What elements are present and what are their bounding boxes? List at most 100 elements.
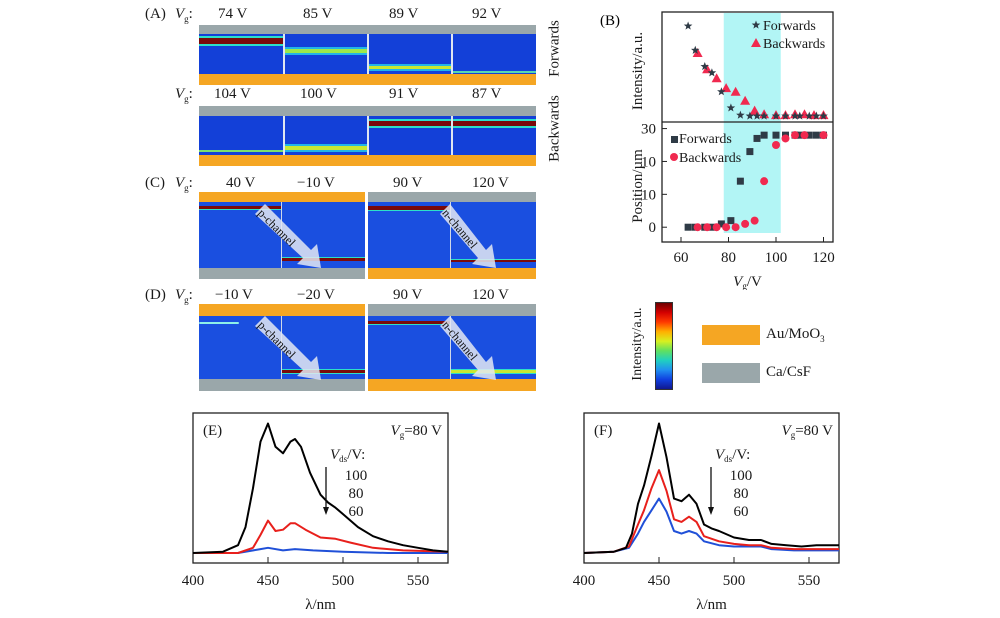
y-axis-label-position: Position/µm [630,149,646,223]
forwards-intensity-point [805,111,814,120]
forwards-intensity-point [683,21,693,30]
x-tick-label: 450 [648,573,671,589]
x-tick-label: 500 [723,573,746,589]
forwards-intensity-point [736,110,745,119]
panel-a-vg-label-forwards: Vg: [175,6,193,24]
au-moo3-swatch [702,325,760,345]
backwards-intensity-point [721,83,732,93]
au-moo3-electrode [368,268,536,279]
legend-backwards-circle-icon [670,153,678,161]
x-tick-label: 500 [332,573,355,589]
vds-value-label: 80 [349,486,364,502]
p-channel-arrow [255,316,321,380]
n-channel-image: n-channel [368,192,536,279]
panel-e-chart: 400 450 500 550 λ/nm (E) Vg=80 V Vds/V: 100 80 60 [182,412,449,613]
forwards-intensity-point [717,87,726,96]
forwards-position-point [812,131,820,139]
forwards-position-point [684,223,692,231]
panel-c-vg-label: Vg: [175,175,193,193]
vds-value-label: 60 [734,504,749,520]
backwards-position-point [703,223,712,232]
voltage-label: −10 V [297,175,335,191]
voltage-label: −10 V [215,287,253,303]
backwards-position-point [741,219,750,228]
panel-a-tag: (A) [145,6,166,22]
forwards-intensity-point [819,111,828,120]
spectrum-line-vds-60 [193,546,448,554]
colorbar [655,302,673,390]
forwards-intensity-point [812,111,821,120]
y-tick-label: 0 [649,220,657,236]
backwards-intensity-point [692,48,703,57]
forwards-position-point [753,134,761,142]
au-moo3-electrode [199,304,365,316]
legend-forwards-square-icon [671,136,678,143]
vg-annotation: Vg=80 V [391,423,443,440]
legend-backwards-label: Backwards [763,37,825,52]
vds-annotation: Vds/V: [715,447,750,464]
forwards-intensity-point [771,111,781,120]
forwards-position-point [717,220,725,228]
vds-value-label: 100 [730,468,753,484]
forwards-intensity-point [795,111,804,120]
voltage-label: 40 V [226,175,256,191]
ca-csf-swatch [702,363,760,383]
backwards-side-label: Backwards [546,95,563,162]
panel-tag: (F) [594,423,612,439]
au-moo3-electrode [199,192,365,202]
plot-frame [661,11,834,243]
voltage-label: 90 V [393,287,423,303]
forwards-position-point [736,177,744,185]
backwards-position-point [781,134,790,143]
ca-csf-electrode [199,379,365,391]
legend-forwards-label: Forwards [679,132,732,147]
legend-backwards-label: Backwards [679,151,741,166]
voltage-label: −20 V [297,287,335,303]
panel-c-tag: (C) [145,175,165,191]
panel-d-vg-label: Vg: [175,287,193,305]
n-channel-arrow [440,316,496,380]
backwards-intensity-point [730,86,741,96]
panel-a-vg-label-backwards: Vg: [175,86,193,104]
ca-csf-electrode [199,106,536,116]
p-channel-image: p-channel [199,192,365,279]
x-axis-label: λ/nm [696,597,727,613]
arrowhead-icon [323,507,329,515]
voltage-label: 100 V [300,86,337,102]
y-tick-label: 10 [641,187,656,203]
panel-f-chart: 400 450 500 550 λ/nm (F) Vg=80 V Vds/V: 100 80 60 [573,412,840,613]
x-tick-label: 100 [765,250,788,266]
x-tick-label: 120 [812,250,835,266]
backwards-position-point [800,131,809,140]
forwards-intensity-point [691,45,700,54]
backwards-intensity-point [740,95,751,105]
backwards-position-point [760,177,769,186]
backwards-position-point [791,131,799,140]
plot-frame [583,412,840,564]
forwards-intensity-point [759,111,769,120]
ca-csf-electrode [199,25,536,34]
legend-forwards-label: Forwards [763,19,816,34]
spectrum-line-vds-80 [583,469,839,554]
forwards-intensity-point [745,111,755,120]
backwards-position-point [693,223,702,232]
forwards-position-point [760,131,768,139]
plot-frame [192,412,449,564]
forwards-image-strip [199,25,536,85]
vds-value-label: 100 [345,468,368,484]
forwards-intensity-point [726,103,736,112]
forwards-intensity-point [752,111,762,120]
vds-value-label: 80 [734,486,749,502]
backwards-position-point [712,223,721,232]
voltage-label: 120 V [472,287,509,303]
voltage-label: 120 V [472,175,509,191]
x-axis-label: λ/nm [305,597,336,613]
forwards-position-point [796,131,804,139]
voltage-label: 104 V [214,86,251,102]
backwards-position-point [722,223,731,232]
arrowhead-icon [708,507,714,515]
au-moo3-legend-label: Au/MoO3 [766,326,825,344]
spectrum-line-vds-100 [583,422,839,554]
voltage-label: 91 V [389,86,419,102]
n-channel-arrow [440,204,496,268]
